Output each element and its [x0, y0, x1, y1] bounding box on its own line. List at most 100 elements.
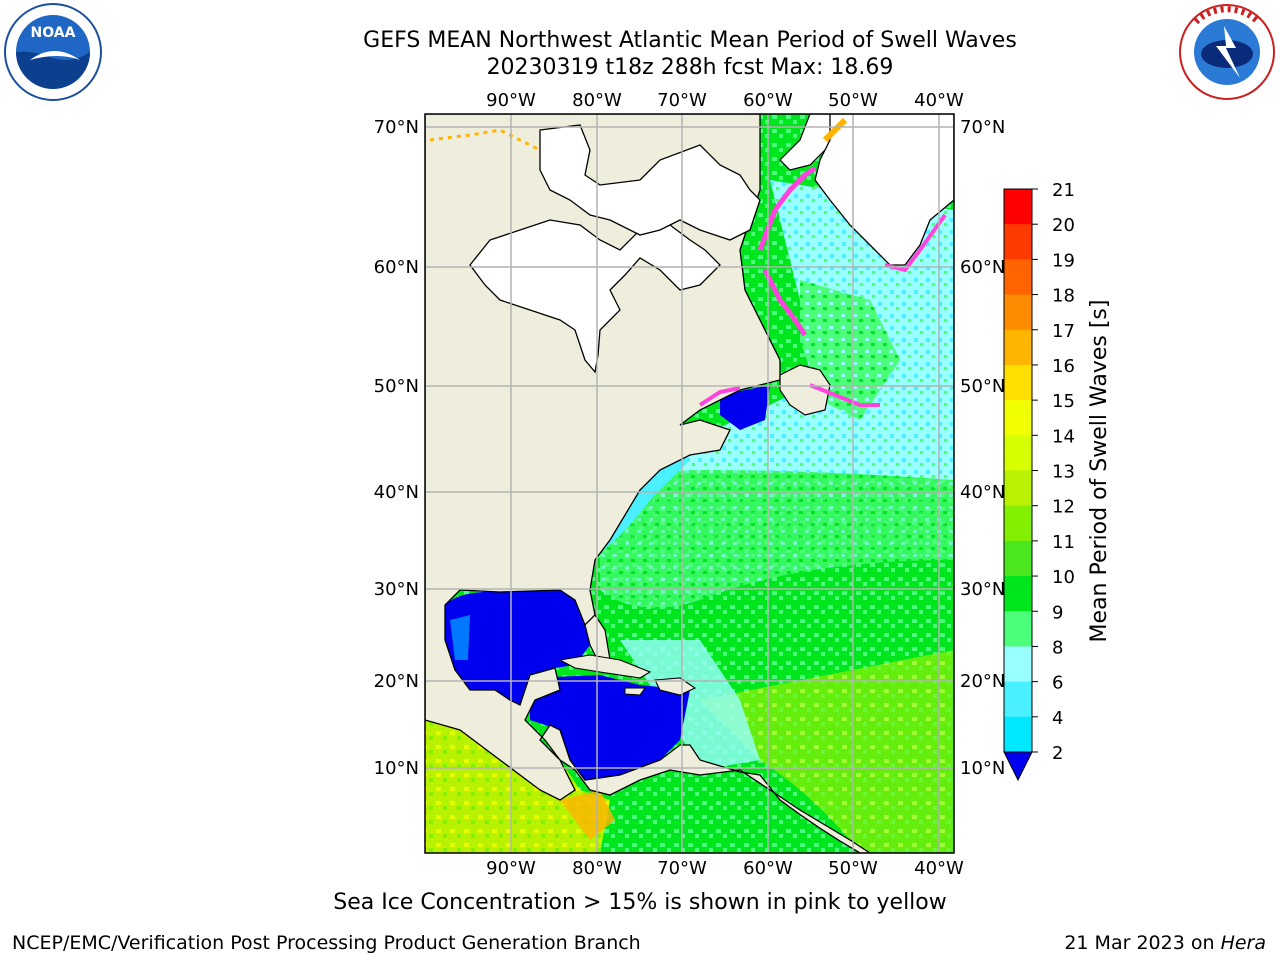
colorbar-segment [1004, 400, 1032, 436]
colorbar-tick-label: 14 [1052, 426, 1075, 447]
colorbar-tick-label: 8 [1052, 637, 1063, 658]
sea-ice-edge-stlawrence [698, 386, 741, 407]
colorbar-tick-label: 11 [1052, 532, 1075, 553]
colorbar-tick-label: 18 [1052, 286, 1075, 307]
nws-logo [1179, 4, 1275, 100]
colorbar-segment [1004, 576, 1032, 612]
lat-label: 30°N [960, 579, 1005, 600]
caribbean-sea [530, 675, 690, 780]
ocean-field-mid [600, 466, 954, 608]
lat-label: 60°N [374, 257, 419, 278]
lon-label: 70°W [657, 858, 707, 879]
lat-label: 20°N [374, 671, 419, 692]
colorbar-tick-label: 20 [1052, 215, 1075, 236]
colorbar-segment [1004, 329, 1032, 366]
lat-label: 70°N [960, 117, 1005, 138]
colorbar-segment [1004, 611, 1032, 647]
colorbar-tick-label: 6 [1052, 673, 1063, 694]
lon-label: 80°W [572, 858, 622, 879]
colorbar-tick-label: 16 [1052, 356, 1075, 377]
colorbar-segment [1004, 540, 1032, 577]
lat-label: 10°N [374, 758, 419, 779]
date-footer: 21 Mar 2023 on Hera [1064, 932, 1266, 954]
lat-label: 40°N [374, 482, 419, 503]
colorbar-tick-label: 21 [1052, 180, 1075, 201]
colorbar-segment [1004, 259, 1032, 296]
lon-label: 90°W [486, 858, 536, 879]
machine-name: Hera [1220, 932, 1266, 954]
colorbar-underflow-arrow [1003, 751, 1033, 782]
noaa-logo: NOAA [4, 3, 102, 101]
lon-label: 40°W [914, 858, 964, 879]
colorbar-tick-label: 12 [1052, 497, 1075, 518]
noaa-logo-text: NOAA [31, 25, 76, 41]
lat-label: 30°N [374, 579, 419, 600]
sea-ice-edge-grandbanks [809, 383, 880, 407]
lon-label: 80°W [572, 90, 622, 111]
eastern-pacific [425, 710, 610, 853]
colorbar-tick-label: 13 [1052, 462, 1075, 483]
colorbar-segment [1004, 470, 1032, 507]
sea-ice-edge-labrador [757, 165, 817, 251]
colorbar-tick-label: 17 [1052, 321, 1075, 342]
colorbar-segment [1004, 435, 1032, 471]
lon-label: 50°W [828, 90, 878, 111]
colorbar-tick-label: 4 [1052, 708, 1063, 729]
lon-label: 40°W [914, 90, 964, 111]
lat-label: 10°N [960, 758, 1005, 779]
sea-ice-note: Sea Ice Concentration > 15% is shown in … [333, 890, 947, 915]
hispaniola [654, 677, 697, 696]
lat-label: 50°N [960, 376, 1005, 397]
gulf-of-st-lawrence [720, 385, 770, 430]
graticule [425, 114, 954, 853]
colorbar-segment [1004, 716, 1032, 753]
lat-label: 20°N [960, 671, 1005, 692]
date-text: 21 Mar 2023 on [1064, 932, 1215, 954]
map-subtitle: 20230319 t18z 288h fcst Max: 18.69 [486, 55, 894, 80]
colorbar: 21 20 19 18 17 16 15 14 13 12 11 10 9 8 6 4 2 [1003, 180, 1075, 782]
lon-label: 60°W [743, 858, 793, 879]
lat-label: 50°N [374, 376, 419, 397]
lat-label: 40°N [960, 482, 1005, 503]
colorbar-tick-label: 9 [1052, 602, 1063, 623]
lat-labels-left: 70°N 60°N 50°N 40°N 30°N 20°N 10°N [374, 117, 419, 779]
colorbar-segment [1004, 224, 1032, 260]
cuba [558, 654, 652, 679]
lat-label: 60°N [960, 257, 1005, 278]
map-title: GEFS MEAN Northwest Atlantic Mean Period… [363, 28, 1017, 53]
greenland [814, 114, 954, 266]
colorbar-label: Mean Period of Swell Waves [s] [1087, 300, 1112, 643]
colorbar-tick-label: 15 [1052, 391, 1075, 412]
colorbar-segment [1004, 364, 1032, 401]
lon-label: 90°W [486, 90, 536, 111]
lon-labels-bottom: 90°W 80°W 70°W 60°W 50°W 40°W [486, 858, 964, 879]
lon-labels-top: 90°W 80°W 70°W 60°W 50°W 40°W [486, 90, 964, 111]
lon-label: 50°W [828, 858, 878, 879]
colorbar-tick-label: 10 [1052, 567, 1075, 588]
gulf-shelf [450, 615, 470, 660]
gulf-of-mexico [445, 590, 590, 705]
map-fields [425, 114, 954, 853]
colorbar-tick-label: 19 [1052, 250, 1075, 271]
jamaica [624, 687, 646, 696]
map-frame [424, 113, 955, 854]
hudson-bay [469, 219, 721, 374]
lat-label: 70°N [374, 117, 419, 138]
lon-label: 70°W [657, 90, 707, 111]
sea-ice-edge-baffin [822, 117, 848, 143]
caribbean-swell [620, 640, 760, 770]
colorbar-segment [1004, 189, 1032, 225]
sea-ice-arctic-channels [429, 128, 541, 152]
colorbar-segment [1004, 294, 1032, 331]
lon-label: 60°W [743, 90, 793, 111]
colorbar-segment [1004, 646, 1032, 683]
pacific-high-period [560, 790, 615, 840]
lat-labels-right: 70°N 60°N 50°N 40°N 30°N 20°N 10°N [960, 117, 1005, 779]
credit-footer: NCEP/EMC/Verification Post Processing Pr… [12, 932, 641, 954]
colorbar-segment [1004, 505, 1032, 542]
sea-ice-edge-coast [762, 268, 808, 337]
newfoundland [779, 364, 831, 416]
ocean-field-south [700, 650, 954, 853]
colorbar-segment [1004, 681, 1032, 718]
